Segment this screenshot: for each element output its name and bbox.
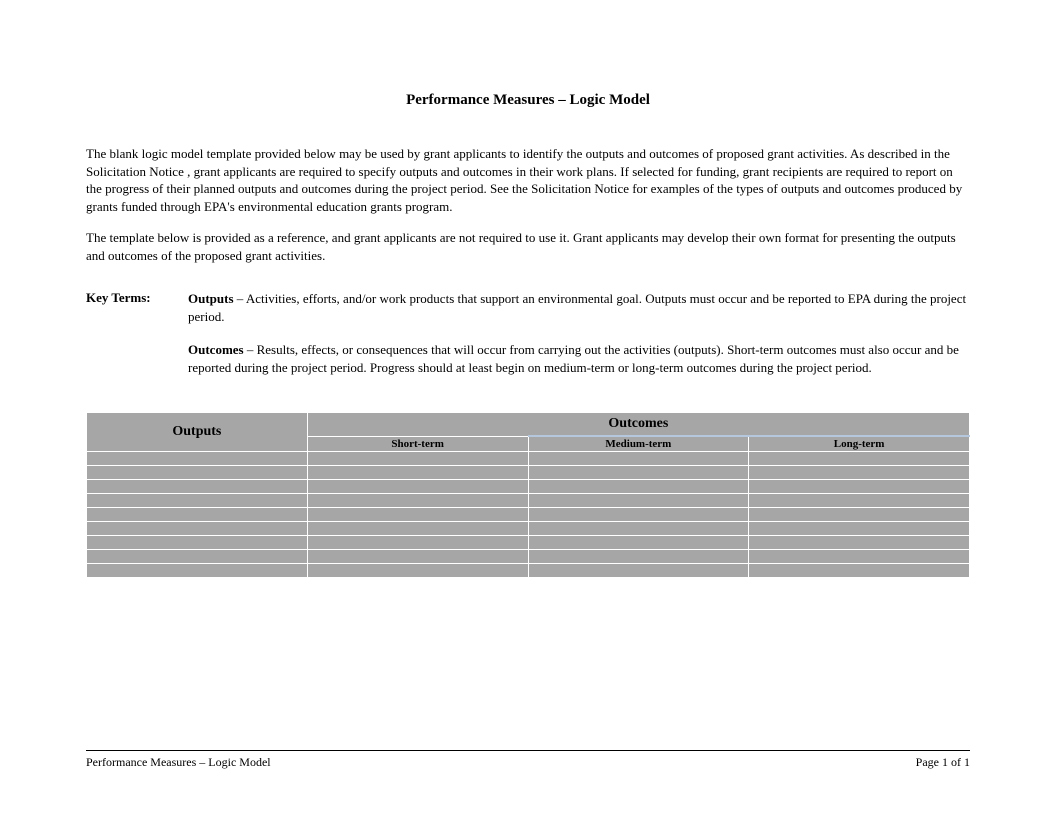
- footer-left: Performance Measures – Logic Model: [86, 755, 271, 770]
- table-cell: [307, 550, 528, 564]
- table-cell: [528, 452, 749, 466]
- table-cell: [307, 480, 528, 494]
- table-cell: [307, 564, 528, 578]
- table-cell: [528, 480, 749, 494]
- table-cell: [749, 522, 970, 536]
- header-outputs: Outputs: [87, 413, 308, 452]
- intro-paragraph-2: The template below is provided as a refe…: [86, 229, 970, 264]
- table-row: [87, 508, 970, 522]
- table-cell: [87, 466, 308, 480]
- key-terms-content: Outputs – Activities, efforts, and/or wo…: [188, 290, 970, 392]
- table-cell: [87, 550, 308, 564]
- table-row: [87, 536, 970, 550]
- table-cell: [528, 522, 749, 536]
- table-cell: [749, 480, 970, 494]
- table-cell: [87, 536, 308, 550]
- table-cell: [749, 550, 970, 564]
- term-outcomes-def: – Results, effects, or consequences that…: [188, 342, 959, 375]
- table-cell: [307, 508, 528, 522]
- table-cell: [528, 494, 749, 508]
- table-cell: [87, 494, 308, 508]
- table-cell: [528, 564, 749, 578]
- table-cell: [528, 550, 749, 564]
- table-cell: [87, 564, 308, 578]
- table-cell: [307, 522, 528, 536]
- table-row: [87, 550, 970, 564]
- table-cell: [307, 452, 528, 466]
- subheader-long-term: Long-term: [749, 436, 970, 452]
- table-cell: [307, 494, 528, 508]
- page-title: Performance Measures – Logic Model: [86, 92, 970, 109]
- header-outcomes: Outcomes: [307, 413, 969, 437]
- term-outputs: Outputs – Activities, efforts, and/or wo…: [188, 290, 970, 325]
- table-cell: [749, 452, 970, 466]
- table-row: [87, 494, 970, 508]
- table-cell: [749, 536, 970, 550]
- table-cell: [87, 508, 308, 522]
- term-outputs-def: – Activities, efforts, and/or work produ…: [188, 291, 966, 324]
- intro-paragraph-1: The blank logic model template provided …: [86, 145, 970, 215]
- table-cell: [528, 508, 749, 522]
- table-cell: [307, 466, 528, 480]
- table-cell: [307, 536, 528, 550]
- table-cell: [528, 536, 749, 550]
- table-cell: [87, 522, 308, 536]
- table-cell: [87, 452, 308, 466]
- key-terms-label: Key Terms:: [86, 290, 188, 392]
- table-row: [87, 480, 970, 494]
- table-row: [87, 522, 970, 536]
- table-cell: [528, 466, 749, 480]
- logic-model-table: Outputs Outcomes Short-term Medium-term …: [86, 412, 970, 578]
- term-outcomes: Outcomes – Results, effects, or conseque…: [188, 341, 970, 376]
- table-row: [87, 564, 970, 578]
- table-cell: [749, 564, 970, 578]
- table-cell: [749, 494, 970, 508]
- table-cell: [749, 508, 970, 522]
- term-outcomes-name: Outcomes: [188, 342, 244, 357]
- table-cell: [87, 480, 308, 494]
- page-footer: Performance Measures – Logic Model Page …: [86, 750, 970, 770]
- footer-right: Page 1 of 1: [916, 755, 970, 770]
- table-row: [87, 452, 970, 466]
- term-outputs-name: Outputs: [188, 291, 234, 306]
- table-cell: [749, 466, 970, 480]
- table-header-row-1: Outputs Outcomes: [87, 413, 970, 437]
- subheader-medium-term: Medium-term: [528, 436, 749, 452]
- key-terms-section: Key Terms: Outputs – Activities, efforts…: [86, 290, 970, 392]
- table-row: [87, 466, 970, 480]
- subheader-short-term: Short-term: [307, 436, 528, 452]
